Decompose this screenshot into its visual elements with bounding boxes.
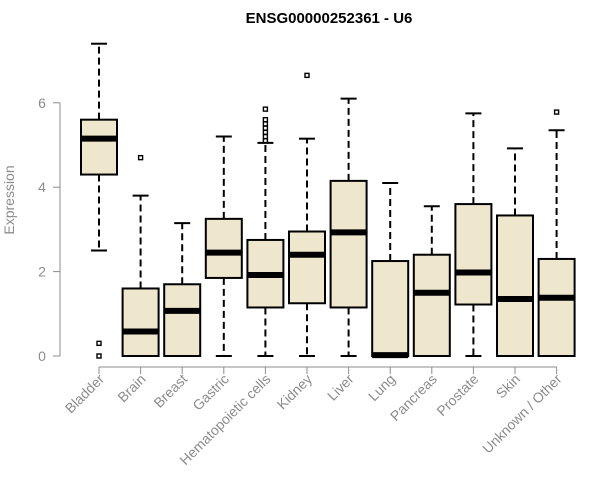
box-group bbox=[496, 147, 534, 357]
outlier-point bbox=[262, 129, 269, 136]
y-tick-label: 6 bbox=[38, 95, 46, 111]
outlier-point bbox=[262, 133, 269, 140]
box-group bbox=[537, 109, 576, 357]
box-group bbox=[288, 72, 326, 357]
box-group bbox=[80, 42, 118, 359]
x-tick-label: Bladder bbox=[62, 371, 108, 417]
y-tick-label: 2 bbox=[38, 264, 46, 280]
outlier-point bbox=[262, 116, 269, 123]
x-tick-label: Kidney bbox=[274, 371, 316, 413]
y-tick-label: 0 bbox=[38, 348, 46, 364]
outlier-point bbox=[96, 353, 102, 359]
plot-area bbox=[80, 42, 576, 359]
box bbox=[412, 253, 451, 357]
box bbox=[454, 203, 493, 306]
box bbox=[496, 214, 534, 357]
outlier-point bbox=[262, 106, 269, 112]
box-group bbox=[454, 112, 493, 357]
box bbox=[163, 283, 202, 358]
x-tick-label: Lung bbox=[365, 371, 398, 404]
box-group bbox=[246, 106, 285, 357]
x-tick-label: Liver bbox=[324, 371, 357, 404]
outlier-point bbox=[553, 109, 560, 115]
box bbox=[204, 217, 243, 279]
outlier-point bbox=[262, 121, 269, 127]
x-tick-label: Skin bbox=[493, 371, 524, 402]
y-tick-label: 4 bbox=[38, 179, 46, 195]
x-tick-label: Prostate bbox=[433, 371, 481, 419]
outlier-point bbox=[262, 138, 269, 144]
box bbox=[121, 287, 160, 358]
box-group bbox=[412, 205, 451, 357]
box bbox=[371, 260, 410, 357]
box-group bbox=[371, 181, 410, 359]
outlier-point bbox=[96, 340, 102, 347]
box-group bbox=[163, 222, 202, 358]
y-axis-label: Expression bbox=[1, 165, 17, 234]
outlier-point bbox=[137, 154, 144, 161]
box bbox=[80, 118, 118, 176]
box-group bbox=[121, 154, 160, 358]
x-tick-label: Brain bbox=[114, 371, 148, 405]
outlier-point bbox=[262, 125, 269, 131]
box-group bbox=[329, 97, 368, 357]
x-tick-label: Breast bbox=[150, 371, 190, 411]
box bbox=[537, 257, 576, 357]
box bbox=[288, 230, 326, 305]
outlier-point bbox=[304, 72, 310, 79]
x-tick-label: Unknown / Other bbox=[479, 371, 565, 457]
chart-title: ENSG00000252361 - U6 bbox=[246, 10, 413, 27]
box bbox=[329, 179, 368, 309]
box-group bbox=[204, 135, 243, 357]
